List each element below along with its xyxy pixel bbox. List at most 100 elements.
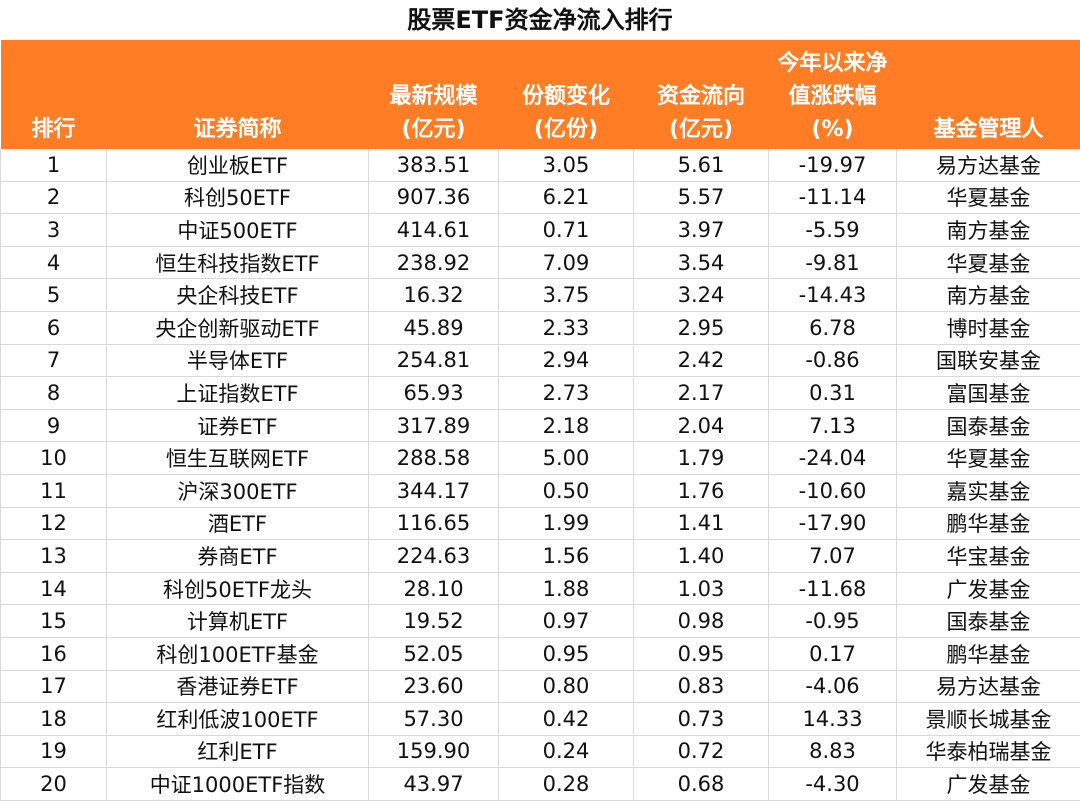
fund-manager-cell: 华泰柏瑞基金: [897, 735, 1080, 768]
share-change-cell: 1.56: [499, 540, 634, 573]
rank-cell: 6: [1, 311, 107, 344]
fund-flow-cell: 1.76: [634, 474, 769, 507]
ytd-nav-change-cell: -11.68: [769, 572, 897, 605]
fund-flow-cell: 0.68: [634, 768, 769, 801]
rank-cell: 19: [1, 735, 107, 768]
security-name-cell: 科创50ETF龙头: [107, 572, 369, 605]
header-line: (亿份): [499, 113, 634, 146]
fund-manager-cell: 国泰基金: [897, 409, 1080, 442]
ytd-nav-change-cell: 8.83: [769, 735, 897, 768]
fund-manager-cell: 广发基金: [897, 572, 1080, 605]
rank-cell: 2: [1, 181, 107, 214]
header-line: 基金管理人: [897, 113, 1080, 146]
security-name-cell: 科创50ETF: [107, 181, 369, 214]
rank-cell: 13: [1, 540, 107, 573]
fund-manager-cell: 南方基金: [897, 214, 1080, 247]
rank-cell: 11: [1, 474, 107, 507]
header-line: 证券简称: [107, 113, 369, 146]
fund-flow-cell: 2.04: [634, 409, 769, 442]
share-change-cell: 0.80: [499, 670, 634, 703]
ytd-nav-change-cell: 7.07: [769, 540, 897, 573]
fund-flow-cell: 1.40: [634, 540, 769, 573]
latest-scale-cell: 28.10: [369, 572, 499, 605]
etf-inflow-table: 排行证券简称最新规模(亿元)份额变化(亿份)资金流向(亿元)今年以来净值涨跌幅(…: [0, 40, 1080, 801]
header-share-change: 份额变化(亿份): [499, 40, 634, 149]
security-name-cell: 中证1000ETF指数: [107, 768, 369, 801]
fund-manager-cell: 国联安基金: [897, 344, 1080, 377]
rank-cell: 12: [1, 507, 107, 540]
share-change-cell: 0.71: [499, 214, 634, 247]
fund-flow-cell: 2.17: [634, 377, 769, 410]
fund-manager-cell: 景顺长城基金: [897, 703, 1080, 736]
fund-flow-cell: 0.73: [634, 703, 769, 736]
latest-scale-cell: 344.17: [369, 474, 499, 507]
rank-cell: 16: [1, 637, 107, 670]
latest-scale-cell: 43.97: [369, 768, 499, 801]
latest-scale-cell: 254.81: [369, 344, 499, 377]
ytd-nav-change-cell: -4.06: [769, 670, 897, 703]
share-change-cell: 3.75: [499, 279, 634, 312]
share-change-cell: 0.28: [499, 768, 634, 801]
fund-manager-cell: 鹏华基金: [897, 507, 1080, 540]
rank-cell: 4: [1, 246, 107, 279]
ytd-nav-change-cell: -11.14: [769, 181, 897, 214]
ytd-nav-change-cell: -17.90: [769, 507, 897, 540]
fund-flow-cell: 0.95: [634, 637, 769, 670]
ytd-nav-change-cell: -0.86: [769, 344, 897, 377]
rank-cell: 3: [1, 214, 107, 247]
security-name-cell: 券商ETF: [107, 540, 369, 573]
ytd-nav-change-cell: 7.13: [769, 409, 897, 442]
rank-cell: 5: [1, 279, 107, 312]
ytd-nav-change-cell: -0.95: [769, 605, 897, 638]
fund-flow-cell: 5.57: [634, 181, 769, 214]
header-ytd-nav-change: 今年以来净值涨跌幅(%): [769, 40, 897, 149]
fund-manager-cell: 华夏基金: [897, 181, 1080, 214]
header-line: 最新规模: [369, 80, 499, 113]
latest-scale-cell: 383.51: [369, 149, 499, 181]
rank-cell: 15: [1, 605, 107, 638]
security-name-cell: 香港证券ETF: [107, 670, 369, 703]
fund-flow-cell: 5.61: [634, 149, 769, 181]
header-latest-scale: 最新规模(亿元): [369, 40, 499, 149]
ytd-nav-change-cell: 0.31: [769, 377, 897, 410]
fund-flow-cell: 1.03: [634, 572, 769, 605]
latest-scale-cell: 16.32: [369, 279, 499, 312]
rank-cell: 7: [1, 344, 107, 377]
security-name-cell: 红利低波100ETF: [107, 703, 369, 736]
share-change-cell: 1.99: [499, 507, 634, 540]
fund-manager-cell: 华宝基金: [897, 540, 1080, 573]
fund-manager-cell: 鹏华基金: [897, 637, 1080, 670]
security-name-cell: 计算机ETF: [107, 605, 369, 638]
header-line: (亿元): [369, 113, 499, 146]
security-name-cell: 科创100ETF基金: [107, 637, 369, 670]
security-name-cell: 央企创新驱动ETF: [107, 311, 369, 344]
fund-flow-cell: 2.42: [634, 344, 769, 377]
fund-flow-cell: 1.41: [634, 507, 769, 540]
share-change-cell: 2.18: [499, 409, 634, 442]
header-rank: 排行: [1, 40, 107, 149]
fund-flow-cell: 0.72: [634, 735, 769, 768]
share-change-cell: 0.42: [499, 703, 634, 736]
share-change-cell: 0.95: [499, 637, 634, 670]
header-security-name: 证券简称: [107, 40, 369, 149]
ytd-nav-change-cell: -9.81: [769, 246, 897, 279]
fund-manager-cell: 嘉实基金: [897, 474, 1080, 507]
security-name-cell: 中证500ETF: [107, 214, 369, 247]
fund-flow-cell: 0.83: [634, 670, 769, 703]
latest-scale-cell: 317.89: [369, 409, 499, 442]
share-change-cell: 2.33: [499, 311, 634, 344]
ytd-nav-change-cell: -4.30: [769, 768, 897, 801]
latest-scale-cell: 159.90: [369, 735, 499, 768]
latest-scale-cell: 288.58: [369, 442, 499, 475]
security-name-cell: 红利ETF: [107, 735, 369, 768]
share-change-cell: 2.73: [499, 377, 634, 410]
